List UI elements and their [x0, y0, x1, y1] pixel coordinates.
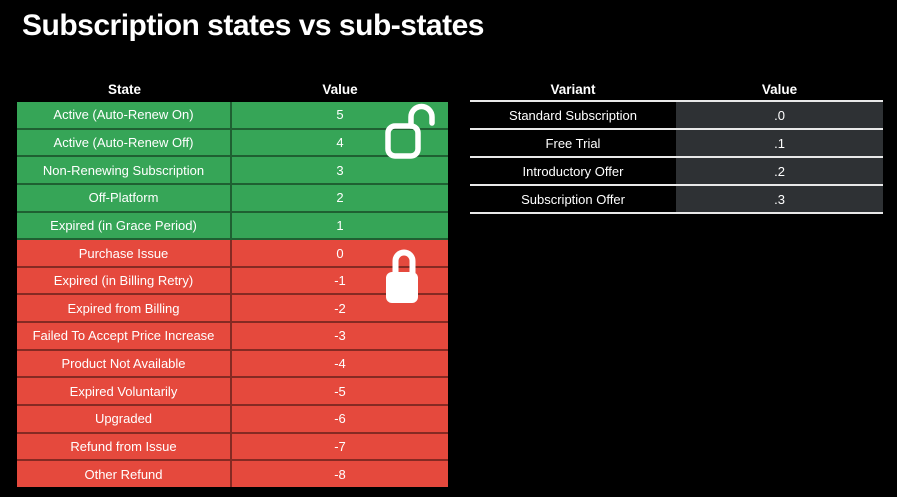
state-label: Upgraded [17, 406, 232, 432]
variant-label: Free Trial [470, 130, 676, 156]
state-label: Off-Platform [17, 184, 232, 211]
state-value: -2 [334, 300, 346, 316]
state-value: -8 [334, 466, 346, 482]
states-table-body: Active (Auto-Renew On) 5 Active (Auto-Rene… [17, 100, 448, 487]
state-row: Expired (in Billing Retry) -1 [17, 267, 448, 296]
state-value: -7 [334, 439, 346, 454]
state-label: Active (Auto-Renew Off) [17, 129, 232, 156]
state-row: Expired Voluntarily -5 [17, 378, 448, 407]
state-row: Failed To Accept Price Increase -3 [17, 323, 448, 351]
variant-row: Introductory Offer .2 [470, 158, 883, 186]
state-row: Expired (in Grace Period) 1 [17, 212, 448, 241]
states-table: State Value Active (Auto-Renew On) 5 Activ… [17, 78, 448, 487]
variant-label: Subscription Offer [470, 186, 676, 212]
state-row: Active (Auto-Renew On) 5 [17, 102, 448, 130]
state-row: Purchase Issue 0 [17, 240, 448, 268]
state-value: 0 [336, 245, 344, 261]
variant-value: .2 [676, 158, 883, 184]
variants-table-body: Standard Subscription .0 Free Trial .1 Intro… [470, 100, 883, 214]
variant-row: Free Trial .1 [470, 130, 883, 158]
state-value: 5 [336, 107, 344, 123]
variant-value: .3 [676, 186, 883, 212]
state-row: Off-Platform 2 [17, 184, 448, 213]
state-label: Product Not Available [17, 350, 232, 377]
state-row: Other Refund -8 [17, 461, 448, 487]
states-header-value: Value [322, 81, 358, 97]
state-label: Expired (in Grace Period) [17, 212, 232, 239]
state-label: Other Refund [17, 461, 232, 487]
variant-value: .1 [676, 130, 883, 156]
state-label: Expired Voluntarily [17, 378, 232, 405]
state-value: 1 [336, 217, 344, 233]
state-label: Refund from Issue [17, 433, 232, 460]
page-title: Subscription states vs sub-states [22, 9, 484, 42]
state-label: Active (Auto-Renew On) [17, 102, 232, 128]
state-label: Purchase Issue [17, 240, 232, 266]
state-row: Refund from Issue -7 [17, 433, 448, 462]
variants-table: Variant Value Standard Subscription .0 Fre… [470, 78, 883, 214]
state-value: 3 [336, 162, 344, 178]
variant-row: Subscription Offer .3 [470, 186, 883, 214]
state-label: Non-Renewing Subscription [17, 157, 232, 183]
variants-table-header: Variant Value [470, 78, 883, 100]
state-label: Failed To Accept Price Increase [17, 323, 232, 349]
variant-label: Standard Subscription [470, 102, 676, 128]
state-row: Active (Auto-Renew Off) 4 [17, 129, 448, 158]
state-label: Expired (in Billing Retry) [17, 267, 232, 294]
state-value: -1 [334, 273, 346, 289]
state-row: Product Not Available -4 [17, 350, 448, 379]
state-value: 2 [336, 190, 344, 206]
variants-header-value: Value [761, 81, 798, 97]
state-row: Upgraded -6 [17, 406, 448, 434]
state-row: Expired from Billing -2 [17, 295, 448, 324]
state-value: -5 [334, 383, 346, 399]
variants-header-variant: Variant [550, 81, 596, 97]
state-label: Expired from Billing [17, 295, 232, 322]
states-table-header: State Value [17, 78, 448, 100]
state-value: -6 [334, 411, 346, 427]
variant-value: .0 [676, 102, 883, 128]
state-row: Non-Renewing Subscription 3 [17, 157, 448, 185]
variant-label: Introductory Offer [470, 158, 676, 184]
state-value: -3 [334, 328, 346, 344]
state-value: 4 [336, 134, 344, 150]
state-value: -4 [334, 356, 346, 372]
states-header-state: State [107, 81, 141, 97]
variant-row: Standard Subscription .0 [470, 102, 883, 130]
